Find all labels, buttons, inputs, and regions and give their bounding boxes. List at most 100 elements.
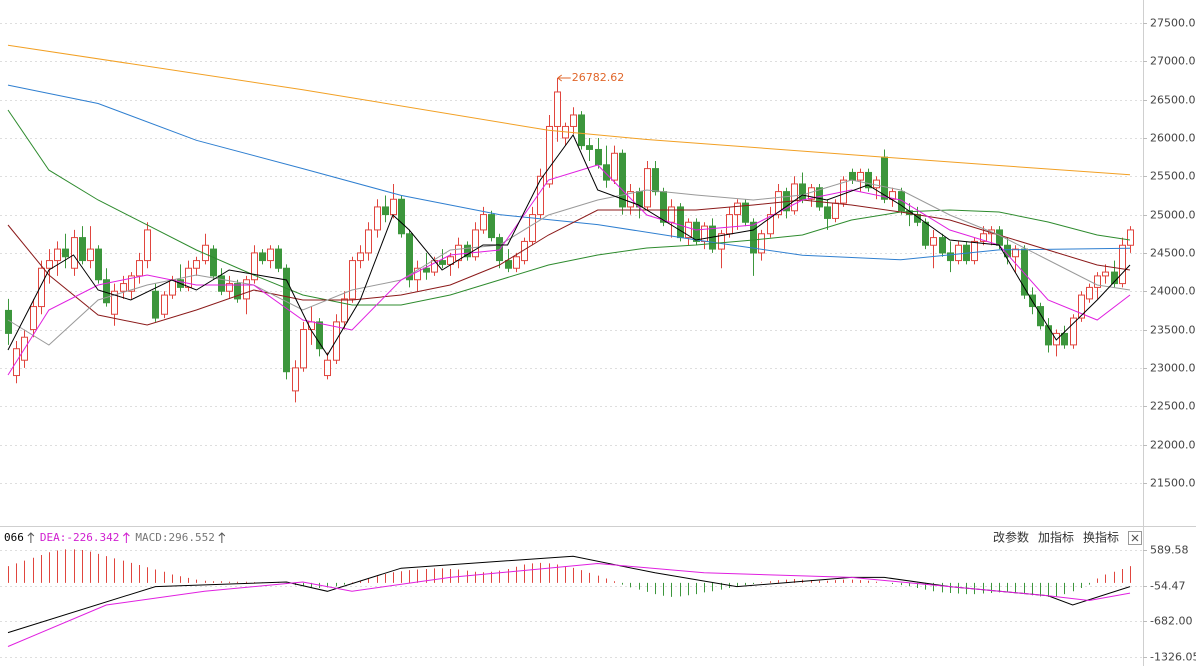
candle-body <box>71 237 78 269</box>
candle-body <box>791 183 798 212</box>
candle-body <box>169 279 176 296</box>
candle-body <box>1078 294 1085 319</box>
candle-body <box>464 244 471 258</box>
candle-body <box>120 283 127 292</box>
y-tick-label: 589.58 <box>1150 544 1189 557</box>
candle-body <box>881 156 888 200</box>
candle-body <box>644 168 651 208</box>
y-tick-label: 22500.0 <box>1150 400 1196 413</box>
y-tick-label: 24000.0 <box>1150 285 1196 298</box>
candle-body <box>955 244 962 262</box>
toolbar-button[interactable]: 换指标 <box>1083 530 1119 545</box>
annotation-arrow <box>557 74 571 82</box>
candle-body <box>365 229 372 254</box>
indicator-line <box>7 109 1131 306</box>
candle-body <box>939 237 946 254</box>
candle-body <box>62 248 69 258</box>
candle-body <box>382 206 389 216</box>
candle-body <box>300 329 307 369</box>
candle-body <box>1119 244 1126 285</box>
candle-body <box>873 179 880 189</box>
candle-body <box>333 321 340 361</box>
candle-body <box>54 248 61 262</box>
candle-body <box>595 148 602 166</box>
candle-body <box>824 206 831 219</box>
candle-body <box>243 279 250 300</box>
candle-body <box>1021 248 1028 296</box>
trend-arrow <box>218 532 226 543</box>
candle-body <box>889 191 896 200</box>
candle-body <box>1086 286 1093 300</box>
y-tick-label: 23500.0 <box>1150 324 1196 337</box>
candle-body <box>1102 271 1109 277</box>
candle-body <box>161 294 168 315</box>
y-tick-label: 27500.0 <box>1150 17 1196 30</box>
candle-body <box>79 237 86 262</box>
candle-body <box>455 244 462 262</box>
candle-body <box>349 260 356 300</box>
candle-body <box>128 275 135 292</box>
candle-body <box>1070 317 1077 346</box>
candle-body <box>922 221 929 246</box>
candle-body <box>439 260 446 265</box>
y-tick-label: -682.00 <box>1150 615 1192 628</box>
candle-body <box>652 168 659 193</box>
candle-body <box>971 240 978 262</box>
candle-body <box>324 359 331 377</box>
candle-body <box>472 229 479 258</box>
candle-body <box>980 233 987 242</box>
candle-body <box>185 267 192 288</box>
toolbar-button[interactable]: 改参数 <box>993 530 1029 545</box>
candle-body <box>546 125 553 185</box>
candle-body <box>1127 229 1134 246</box>
candle-body <box>660 191 667 223</box>
candle-body <box>849 171 856 181</box>
candle-body <box>554 91 561 127</box>
candle-body <box>865 171 872 189</box>
y-tick-label: 25500.0 <box>1150 170 1196 183</box>
indicator-value: DEA:-226.342 <box>40 531 119 544</box>
candle-body <box>406 233 413 281</box>
candle-body <box>488 214 495 239</box>
indicator-line <box>7 179 1131 346</box>
candle-body <box>726 214 733 235</box>
indicator-line <box>7 164 1131 376</box>
candle-body <box>1012 248 1019 258</box>
candle-body <box>316 321 323 350</box>
candle-body <box>603 164 610 181</box>
candle-body <box>570 114 577 127</box>
candle-body <box>586 145 593 150</box>
candle-body <box>734 202 741 216</box>
candle-body <box>578 114 585 147</box>
candle-body <box>1094 275 1101 288</box>
trend-arrow <box>123 532 130 543</box>
candle-body <box>46 260 53 269</box>
candle-body <box>718 233 725 250</box>
candle-body <box>767 214 774 235</box>
candle-body <box>685 221 692 239</box>
candle-body <box>611 152 618 181</box>
trend-arrow <box>27 532 35 543</box>
y-tick-label: -1326.05 <box>1150 651 1196 664</box>
indicator-line <box>7 84 1131 261</box>
candle-body <box>857 171 864 181</box>
candle-body <box>505 260 512 269</box>
y-tick-label: 23000.0 <box>1150 362 1196 375</box>
close-button[interactable] <box>1128 531 1142 545</box>
candle-body <box>513 256 520 269</box>
candle-body <box>259 252 266 262</box>
candle-body <box>627 191 634 208</box>
candle-body <box>423 267 430 273</box>
candle-body <box>947 252 954 262</box>
candle-body <box>480 214 487 231</box>
candle-body <box>799 183 806 200</box>
candle-body <box>898 191 905 212</box>
candle-body <box>87 248 94 262</box>
candle-body <box>693 221 700 242</box>
candle-body <box>619 152 626 208</box>
candle-body <box>30 306 37 331</box>
toolbar-button[interactable]: 加指标 <box>1038 530 1074 545</box>
candle-body <box>226 283 233 292</box>
